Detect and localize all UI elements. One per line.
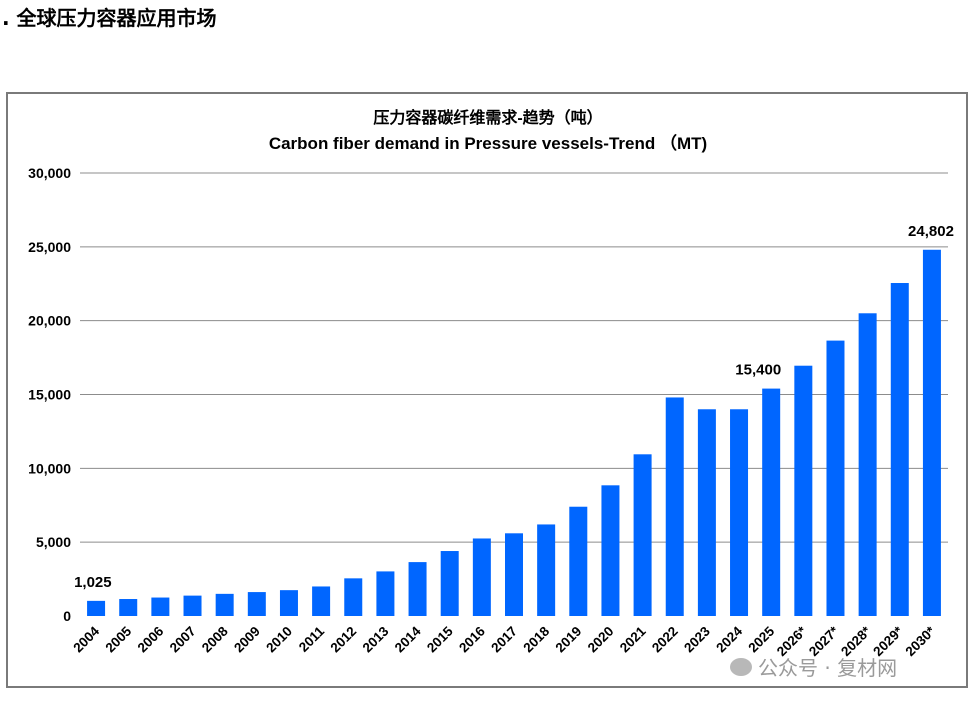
bar — [247, 592, 266, 616]
x-tick-label: 2022 — [649, 624, 681, 656]
bar — [472, 538, 491, 616]
data-label: 1,025 — [74, 574, 112, 591]
bar — [794, 365, 813, 616]
bar — [119, 599, 138, 616]
bar — [762, 388, 781, 616]
x-tick-label: 2017 — [488, 624, 520, 656]
x-tick-label: 2010 — [263, 624, 295, 656]
x-tick-label: 2011 — [296, 623, 328, 655]
wechat-icon — [730, 657, 752, 676]
x-tick-label: 2008 — [199, 623, 231, 655]
x-tick-label: 2005 — [102, 623, 134, 655]
bar — [633, 454, 652, 616]
x-tick-label: 2023 — [681, 623, 713, 655]
watermark: 公众号 · 复材网 — [730, 652, 897, 681]
x-tick-label: 2004 — [70, 623, 102, 655]
x-tick-label: 2007 — [167, 624, 199, 656]
bar — [665, 397, 684, 616]
x-tick-label: 2020 — [585, 624, 617, 656]
watermark-text: 公众号 · 复材网 — [758, 656, 898, 680]
bar — [183, 595, 202, 616]
bar — [505, 533, 523, 616]
y-tick-label: 5,000 — [36, 534, 71, 550]
bar — [826, 340, 845, 616]
chart-title: 压力容器碳纤维需求-趋势（吨） — [373, 110, 603, 127]
bar — [408, 562, 427, 616]
y-tick-label: 15,000 — [28, 387, 71, 403]
bar — [376, 571, 395, 616]
data-label: 15,400 — [735, 362, 781, 379]
bar — [440, 551, 459, 616]
bar — [922, 249, 941, 616]
x-tick-label: 2006 — [135, 623, 167, 655]
bar — [312, 586, 331, 616]
y-tick-label: 0 — [63, 608, 71, 624]
y-tick-label: 30,000 — [28, 165, 71, 181]
bar — [858, 313, 877, 616]
x-tick-label: 2021 — [617, 623, 649, 655]
bar — [697, 409, 716, 616]
x-tick-label: 2013 — [360, 623, 392, 655]
x-tick-label: 2015 — [424, 623, 456, 655]
page-heading: . 全球压力容器应用市场 — [2, 6, 217, 30]
bar — [601, 485, 620, 616]
bar — [344, 578, 363, 616]
bar — [215, 593, 234, 616]
bar — [151, 597, 170, 616]
x-tick-label: 2009 — [231, 624, 263, 656]
bar — [569, 506, 588, 616]
y-tick-label: 10,000 — [28, 460, 71, 476]
bar — [537, 524, 556, 616]
x-tick-label: 2014 — [392, 623, 424, 655]
x-tick-label: 2016 — [456, 623, 488, 655]
x-tick-label: 2019 — [553, 624, 585, 656]
chart-subtitle: Carbon fiber demand in Pressure vessels-… — [268, 134, 708, 153]
y-tick-label: 25,000 — [28, 239, 71, 255]
x-tick-label: 2018 — [520, 623, 552, 655]
bar — [279, 590, 298, 616]
bar — [87, 600, 106, 616]
data-label: 24,802 — [908, 223, 954, 240]
y-tick-label: 20,000 — [28, 313, 71, 329]
x-tick-label: 2024 — [713, 623, 745, 655]
bar — [730, 409, 749, 616]
x-tick-label: 2012 — [328, 624, 360, 656]
x-tick-label: 2025 — [745, 623, 777, 655]
chart-frame — [6, 92, 968, 688]
x-tick-label: 2030* — [902, 623, 938, 659]
bar — [890, 283, 909, 616]
